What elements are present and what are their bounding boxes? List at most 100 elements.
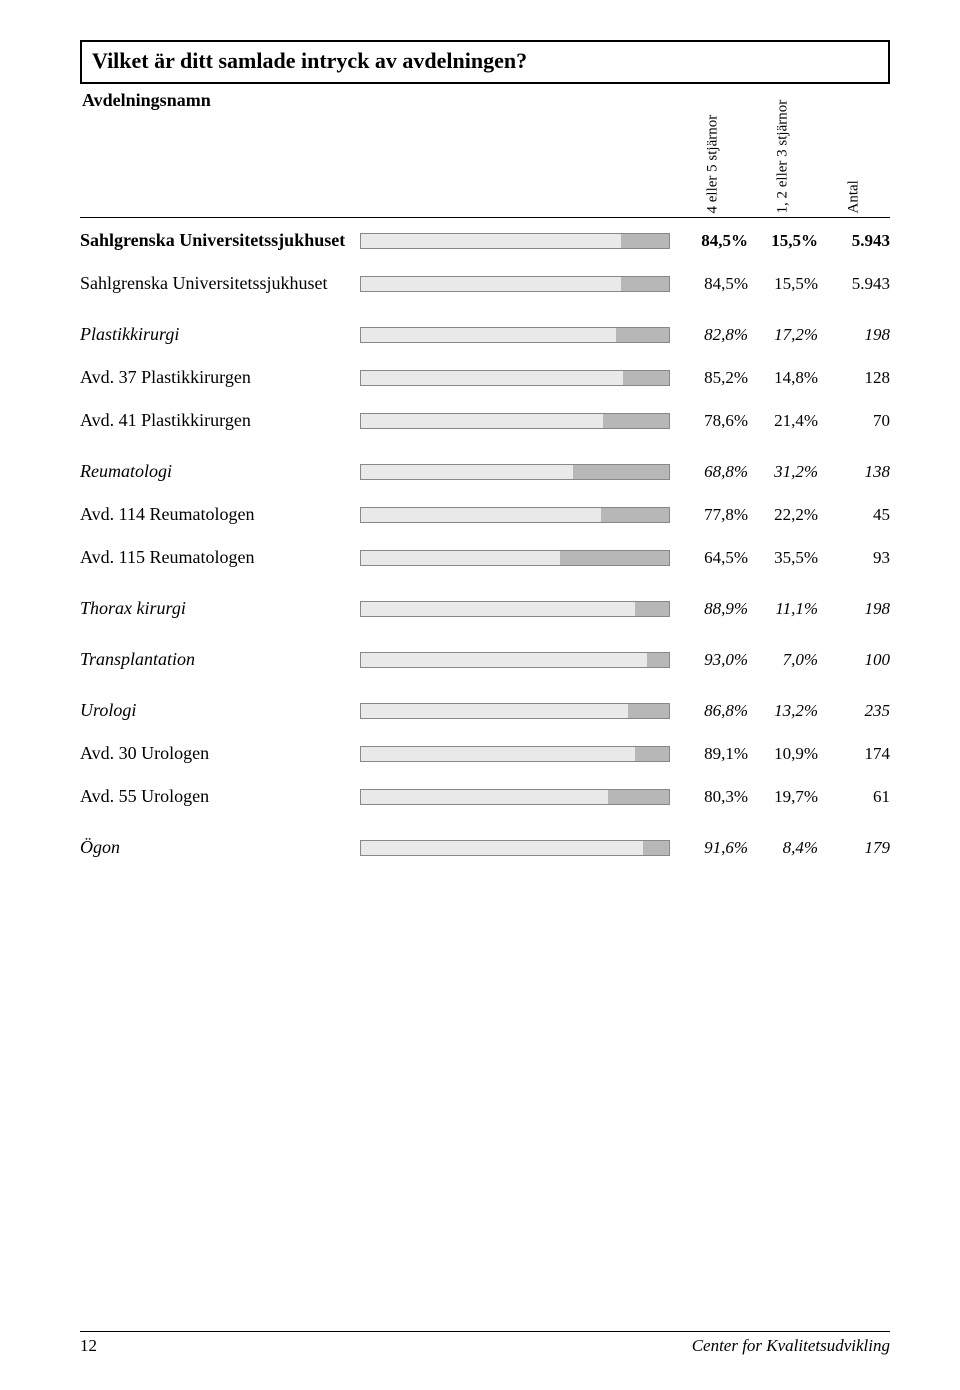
value-count: 61 [818, 787, 890, 807]
table-row: Ögon 91,6%8,4%179 [80, 837, 890, 858]
value-secondary-percent: 7,0% [748, 650, 818, 670]
stacked-bar [360, 789, 670, 805]
row-label: Sahlgrenska Universitetssjukhuset [80, 230, 360, 251]
value-secondary-percent: 10,9% [748, 744, 818, 764]
value-secondary-percent: 11,1% [748, 599, 818, 619]
bar-segment-primary [361, 508, 601, 522]
stacked-bar [360, 703, 670, 719]
row-label: Plastikkirurgi [80, 324, 360, 345]
bar-cell [360, 464, 678, 480]
page-number: 12 [80, 1336, 97, 1356]
value-secondary-percent: 21,4% [748, 411, 818, 431]
stacked-bar [360, 327, 670, 343]
row-label: Thorax kirurgi [80, 598, 360, 619]
table-row: Avd. 55 Urologen 80,3%19,7%61 [80, 786, 890, 807]
bar-segment-primary [361, 371, 623, 385]
value-count: 70 [818, 411, 890, 431]
bar-segment-secondary [601, 508, 669, 522]
bar-segment-primary [361, 653, 647, 667]
row-label: Avd. 41 Plastikkirurgen [80, 410, 360, 431]
value-count: 45 [818, 505, 890, 525]
bar-segment-primary [361, 551, 560, 565]
value-secondary-percent: 14,8% [748, 368, 818, 388]
value-secondary-percent: 35,5% [748, 548, 818, 568]
value-primary-percent: 84,5% [678, 274, 748, 294]
table-row: Avd. 115 Reumatologen64,5%35,5%93 [80, 547, 890, 568]
header-col-2: 1, 2 eller 3 stjärnor [775, 200, 792, 214]
value-primary-percent: 82,8% [678, 325, 748, 345]
value-secondary-percent: 22,2% [748, 505, 818, 525]
value-count: 5.943 [818, 231, 890, 251]
bar-cell [360, 276, 678, 292]
value-primary-percent: 80,3% [678, 787, 748, 807]
footer-organization: Center for Kvalitetsudvikling [692, 1336, 890, 1356]
bar-segment-primary [361, 841, 643, 855]
value-primary-percent: 91,6% [678, 838, 748, 858]
stacked-bar [360, 840, 670, 856]
stacked-bar [360, 370, 670, 386]
value-primary-percent: 85,2% [678, 368, 748, 388]
value-primary-percent: 84,5% [678, 231, 748, 251]
bar-cell [360, 233, 678, 249]
bar-cell [360, 413, 678, 429]
value-secondary-percent: 15,5% [748, 274, 818, 294]
row-label: Urologi [80, 700, 360, 721]
column-headers: 4 eller 5 stjärnor 1, 2 eller 3 stjärnor… [80, 123, 890, 218]
value-count: 174 [818, 744, 890, 764]
table-row: Avd. 114 Reumatologen77,8%22,2%45 [80, 504, 890, 525]
bar-cell [360, 746, 678, 762]
value-secondary-percent: 8,4% [748, 838, 818, 858]
value-count: 100 [818, 650, 890, 670]
bar-segment-secondary [647, 653, 669, 667]
value-primary-percent: 68,8% [678, 462, 748, 482]
bar-cell [360, 652, 678, 668]
row-label: Transplantation [80, 649, 360, 670]
value-count: 198 [818, 599, 890, 619]
bar-segment-secondary [616, 328, 669, 342]
value-primary-percent: 78,6% [678, 411, 748, 431]
bar-segment-secondary [635, 602, 669, 616]
value-count: 198 [818, 325, 890, 345]
bar-segment-secondary [628, 704, 669, 718]
row-label: Ögon [80, 837, 360, 858]
bar-segment-secondary [603, 414, 669, 428]
value-count: 179 [818, 838, 890, 858]
row-label: Avd. 55 Urologen [80, 786, 360, 807]
stacked-bar [360, 464, 670, 480]
table-row: Plastikkirurgi 82,8%17,2%198 [80, 324, 890, 345]
table-row: Sahlgrenska Universitetssjukhuset 84,5%15… [80, 273, 890, 294]
table-row: Thorax kirurgi88,9%11,1%198 [80, 598, 890, 619]
bar-segment-secondary [643, 841, 669, 855]
row-label: Sahlgrenska Universitetssjukhuset [80, 273, 360, 294]
bar-segment-secondary [573, 465, 669, 479]
data-rows: Sahlgrenska Universitetssjukhuset84,5%15… [80, 230, 890, 858]
table-row: Avd. 37 Plastikkirurgen85,2%14,8%128 [80, 367, 890, 388]
stacked-bar [360, 276, 670, 292]
table-row: Transplantation 93,0%7,0%100 [80, 649, 890, 670]
value-primary-percent: 64,5% [678, 548, 748, 568]
value-count: 128 [818, 368, 890, 388]
bar-cell [360, 601, 678, 617]
page-footer: 12 Center for Kvalitetsudvikling [80, 1331, 890, 1356]
value-primary-percent: 93,0% [678, 650, 748, 670]
bar-segment-secondary [623, 371, 669, 385]
bar-cell [360, 550, 678, 566]
bar-segment-primary [361, 790, 608, 804]
value-primary-percent: 86,8% [678, 701, 748, 721]
value-count: 5.943 [818, 274, 890, 294]
stacked-bar [360, 746, 670, 762]
value-secondary-percent: 13,2% [748, 701, 818, 721]
table-row: Avd. 41 Plastikkirurgen 78,6%21,4%70 [80, 410, 890, 431]
table-row: Urologi86,8%13,2%235 [80, 700, 890, 721]
value-secondary-percent: 17,2% [748, 325, 818, 345]
bar-segment-primary [361, 414, 603, 428]
bar-segment-primary [361, 465, 573, 479]
table-row: Sahlgrenska Universitetssjukhuset84,5%15… [80, 230, 890, 251]
bar-segment-primary [361, 328, 616, 342]
bar-segment-secondary [635, 747, 669, 761]
bar-segment-primary [361, 602, 635, 616]
value-count: 93 [818, 548, 890, 568]
value-secondary-percent: 19,7% [748, 787, 818, 807]
page: Vilket är ditt samlade intryck av avdeln… [0, 0, 960, 1390]
subtitle: Avdelningsnamn [82, 90, 890, 111]
